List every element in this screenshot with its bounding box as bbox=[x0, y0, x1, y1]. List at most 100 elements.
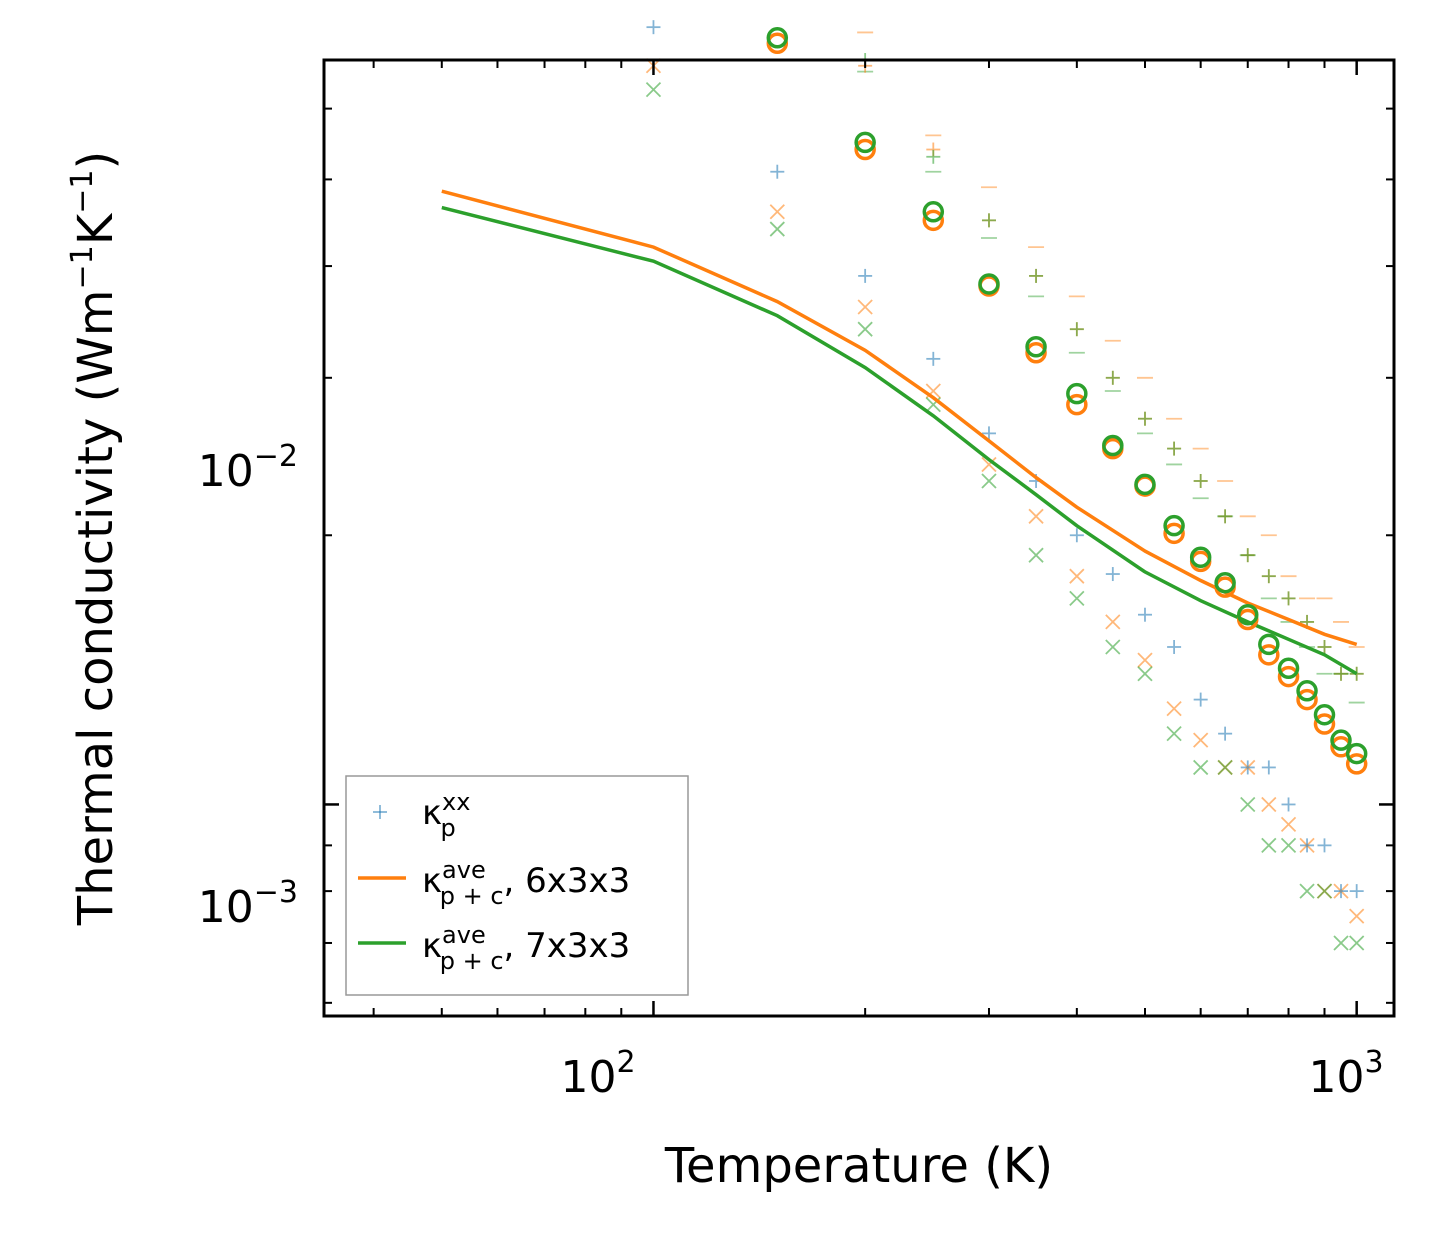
point-cross-orange-450 bbox=[1105, 614, 1121, 630]
point-cross-orange-500 bbox=[1137, 652, 1153, 668]
point-circle-orange-400 bbox=[1066, 393, 1088, 416]
chart-marks bbox=[441, 20, 1368, 951]
point-cross-orange-550-b bbox=[1166, 700, 1182, 717]
point-circle-green-750 bbox=[1258, 633, 1280, 656]
point-circle-green-650 bbox=[1214, 571, 1236, 594]
point-cross-green-700 bbox=[1240, 796, 1256, 813]
point-cross-green-750-b bbox=[1261, 837, 1277, 854]
point-cross-green-150 bbox=[769, 221, 785, 237]
point-plus-blue-300 bbox=[981, 426, 996, 441]
point-cross-green-350-b bbox=[1028, 547, 1044, 563]
point-plus-green-900 bbox=[1317, 639, 1332, 654]
legend-entry-6x3x3: κave p + c, 6x3x3 bbox=[422, 856, 630, 910]
point-cross-orange-400-b bbox=[1069, 568, 1085, 584]
point-cross-green-450 bbox=[1105, 639, 1121, 655]
point-cross-green-550 bbox=[1166, 726, 1182, 742]
point-circle-green-150 bbox=[766, 27, 789, 49]
point-plus-blue-200 bbox=[858, 268, 873, 283]
point-cross-green-1000 bbox=[1349, 935, 1365, 951]
point-circle-orange-750 bbox=[1258, 644, 1280, 666]
point-circle-green-800 bbox=[1277, 657, 1300, 680]
point-cross-orange-550 bbox=[1166, 700, 1182, 717]
point-circle-orange-250 bbox=[922, 209, 945, 232]
point-cross-green-450-b bbox=[1105, 639, 1121, 655]
point-circle-green-700 bbox=[1236, 603, 1259, 626]
point-cross-green-300-b bbox=[981, 473, 997, 489]
point-plus-green-650 bbox=[1218, 509, 1233, 524]
point-circle-green-600 bbox=[1189, 546, 1212, 568]
point-plus-blue-550 bbox=[1167, 639, 1182, 654]
point-cross-orange-450-b bbox=[1105, 614, 1121, 630]
point-plus-blue-850 bbox=[1300, 838, 1315, 853]
series-line-line-orange bbox=[441, 189, 1358, 647]
legend-entry-kappa-xx: κxx p bbox=[422, 788, 470, 842]
point-cross-orange-150-b bbox=[769, 204, 785, 220]
point-cross-green-200-b bbox=[857, 321, 873, 337]
point-cross-orange-350 bbox=[1028, 508, 1044, 524]
point-cross-green-900 bbox=[1316, 883, 1333, 899]
point-cross-green-500 bbox=[1137, 666, 1153, 682]
point-cross-green-650-b bbox=[1217, 759, 1233, 776]
point-cross-orange-200-b bbox=[857, 299, 873, 315]
point-cross-green-750 bbox=[1261, 837, 1277, 854]
point-circle-green-350 bbox=[1025, 335, 1047, 358]
point-circle-green-850 bbox=[1296, 680, 1318, 702]
point-cross-orange-150 bbox=[769, 204, 785, 220]
point-cross-orange-200 bbox=[857, 299, 873, 315]
point-plus-green-600 bbox=[1193, 473, 1208, 488]
point-plus-green-400 bbox=[1069, 322, 1084, 337]
legend-markers bbox=[358, 805, 406, 945]
legend-entry-7x3x3: κave p + c, 7x3x3 bbox=[422, 921, 630, 975]
legend: κxx p κave p + c, 6x3x3 κave p + c, 7x3x3 bbox=[345, 775, 689, 996]
point-circle-green-400 bbox=[1066, 382, 1088, 405]
y-tick-label-1e-2: 10−2 bbox=[198, 439, 298, 497]
point-circle-green-900 bbox=[1313, 703, 1336, 726]
point-cross-orange-350-b bbox=[1028, 508, 1044, 524]
point-plus-green-800 bbox=[1281, 591, 1296, 606]
point-cross-orange-300 bbox=[981, 456, 997, 473]
point-circle-orange-200 bbox=[854, 138, 876, 161]
point-cross-green-400 bbox=[1069, 590, 1085, 607]
point-cross-green-950-b bbox=[1333, 935, 1349, 951]
point-circle-orange-850 bbox=[1296, 688, 1318, 711]
point-cross-orange-1000 bbox=[1349, 908, 1365, 924]
x-axis-label: Temperature (K) bbox=[664, 1138, 1053, 1194]
point-plus-green-550 bbox=[1167, 441, 1182, 456]
point-circle-orange-350 bbox=[1025, 341, 1047, 364]
point-plus-blue-250 bbox=[926, 351, 941, 366]
plot-frame bbox=[322, 58, 1396, 1018]
point-cross-orange-600-b bbox=[1193, 732, 1209, 748]
point-plus-blue-950 bbox=[1334, 884, 1349, 899]
point-plus-green-300 bbox=[981, 213, 996, 228]
point-cross-green-800 bbox=[1280, 837, 1297, 854]
point-circle-orange-800 bbox=[1277, 665, 1300, 688]
point-plus-blue-650 bbox=[1218, 726, 1233, 741]
series-line-line-green bbox=[441, 205, 1358, 676]
point-cross-green-200 bbox=[857, 321, 873, 337]
point-circle-green-300 bbox=[978, 273, 1000, 295]
point-plus-green-450 bbox=[1105, 370, 1120, 385]
point-circle-green-200 bbox=[854, 131, 876, 154]
point-plus-green-750 bbox=[1261, 569, 1276, 584]
point-cross-orange-600 bbox=[1193, 732, 1209, 748]
point-cross-green-850 bbox=[1299, 883, 1315, 899]
point-plus-blue-400 bbox=[1069, 528, 1084, 543]
point-circle-orange-550 bbox=[1163, 522, 1185, 545]
point-cross-green-350 bbox=[1028, 547, 1044, 563]
point-plus-green-250 bbox=[926, 149, 941, 164]
point-cross-orange-500-b bbox=[1137, 652, 1153, 668]
point-plus-blue-150 bbox=[770, 164, 785, 179]
point-cross-green-600-b bbox=[1193, 759, 1209, 776]
point-cross-orange-300-b bbox=[981, 456, 997, 473]
x-tick-label-1000: 103 bbox=[1308, 1045, 1383, 1103]
point-cross-green-850-b bbox=[1299, 883, 1315, 899]
point-cross-green-950 bbox=[1333, 935, 1349, 951]
point-cross-orange-400 bbox=[1069, 568, 1085, 584]
point-plus-green-700 bbox=[1240, 548, 1255, 563]
point-cross-green-650 bbox=[1217, 759, 1233, 776]
point-circle-green-500 bbox=[1134, 473, 1156, 496]
point-plus-blue-1000 bbox=[1349, 884, 1364, 899]
point-plus-green-500 bbox=[1137, 411, 1152, 426]
point-cross-green-900-b bbox=[1316, 883, 1333, 899]
